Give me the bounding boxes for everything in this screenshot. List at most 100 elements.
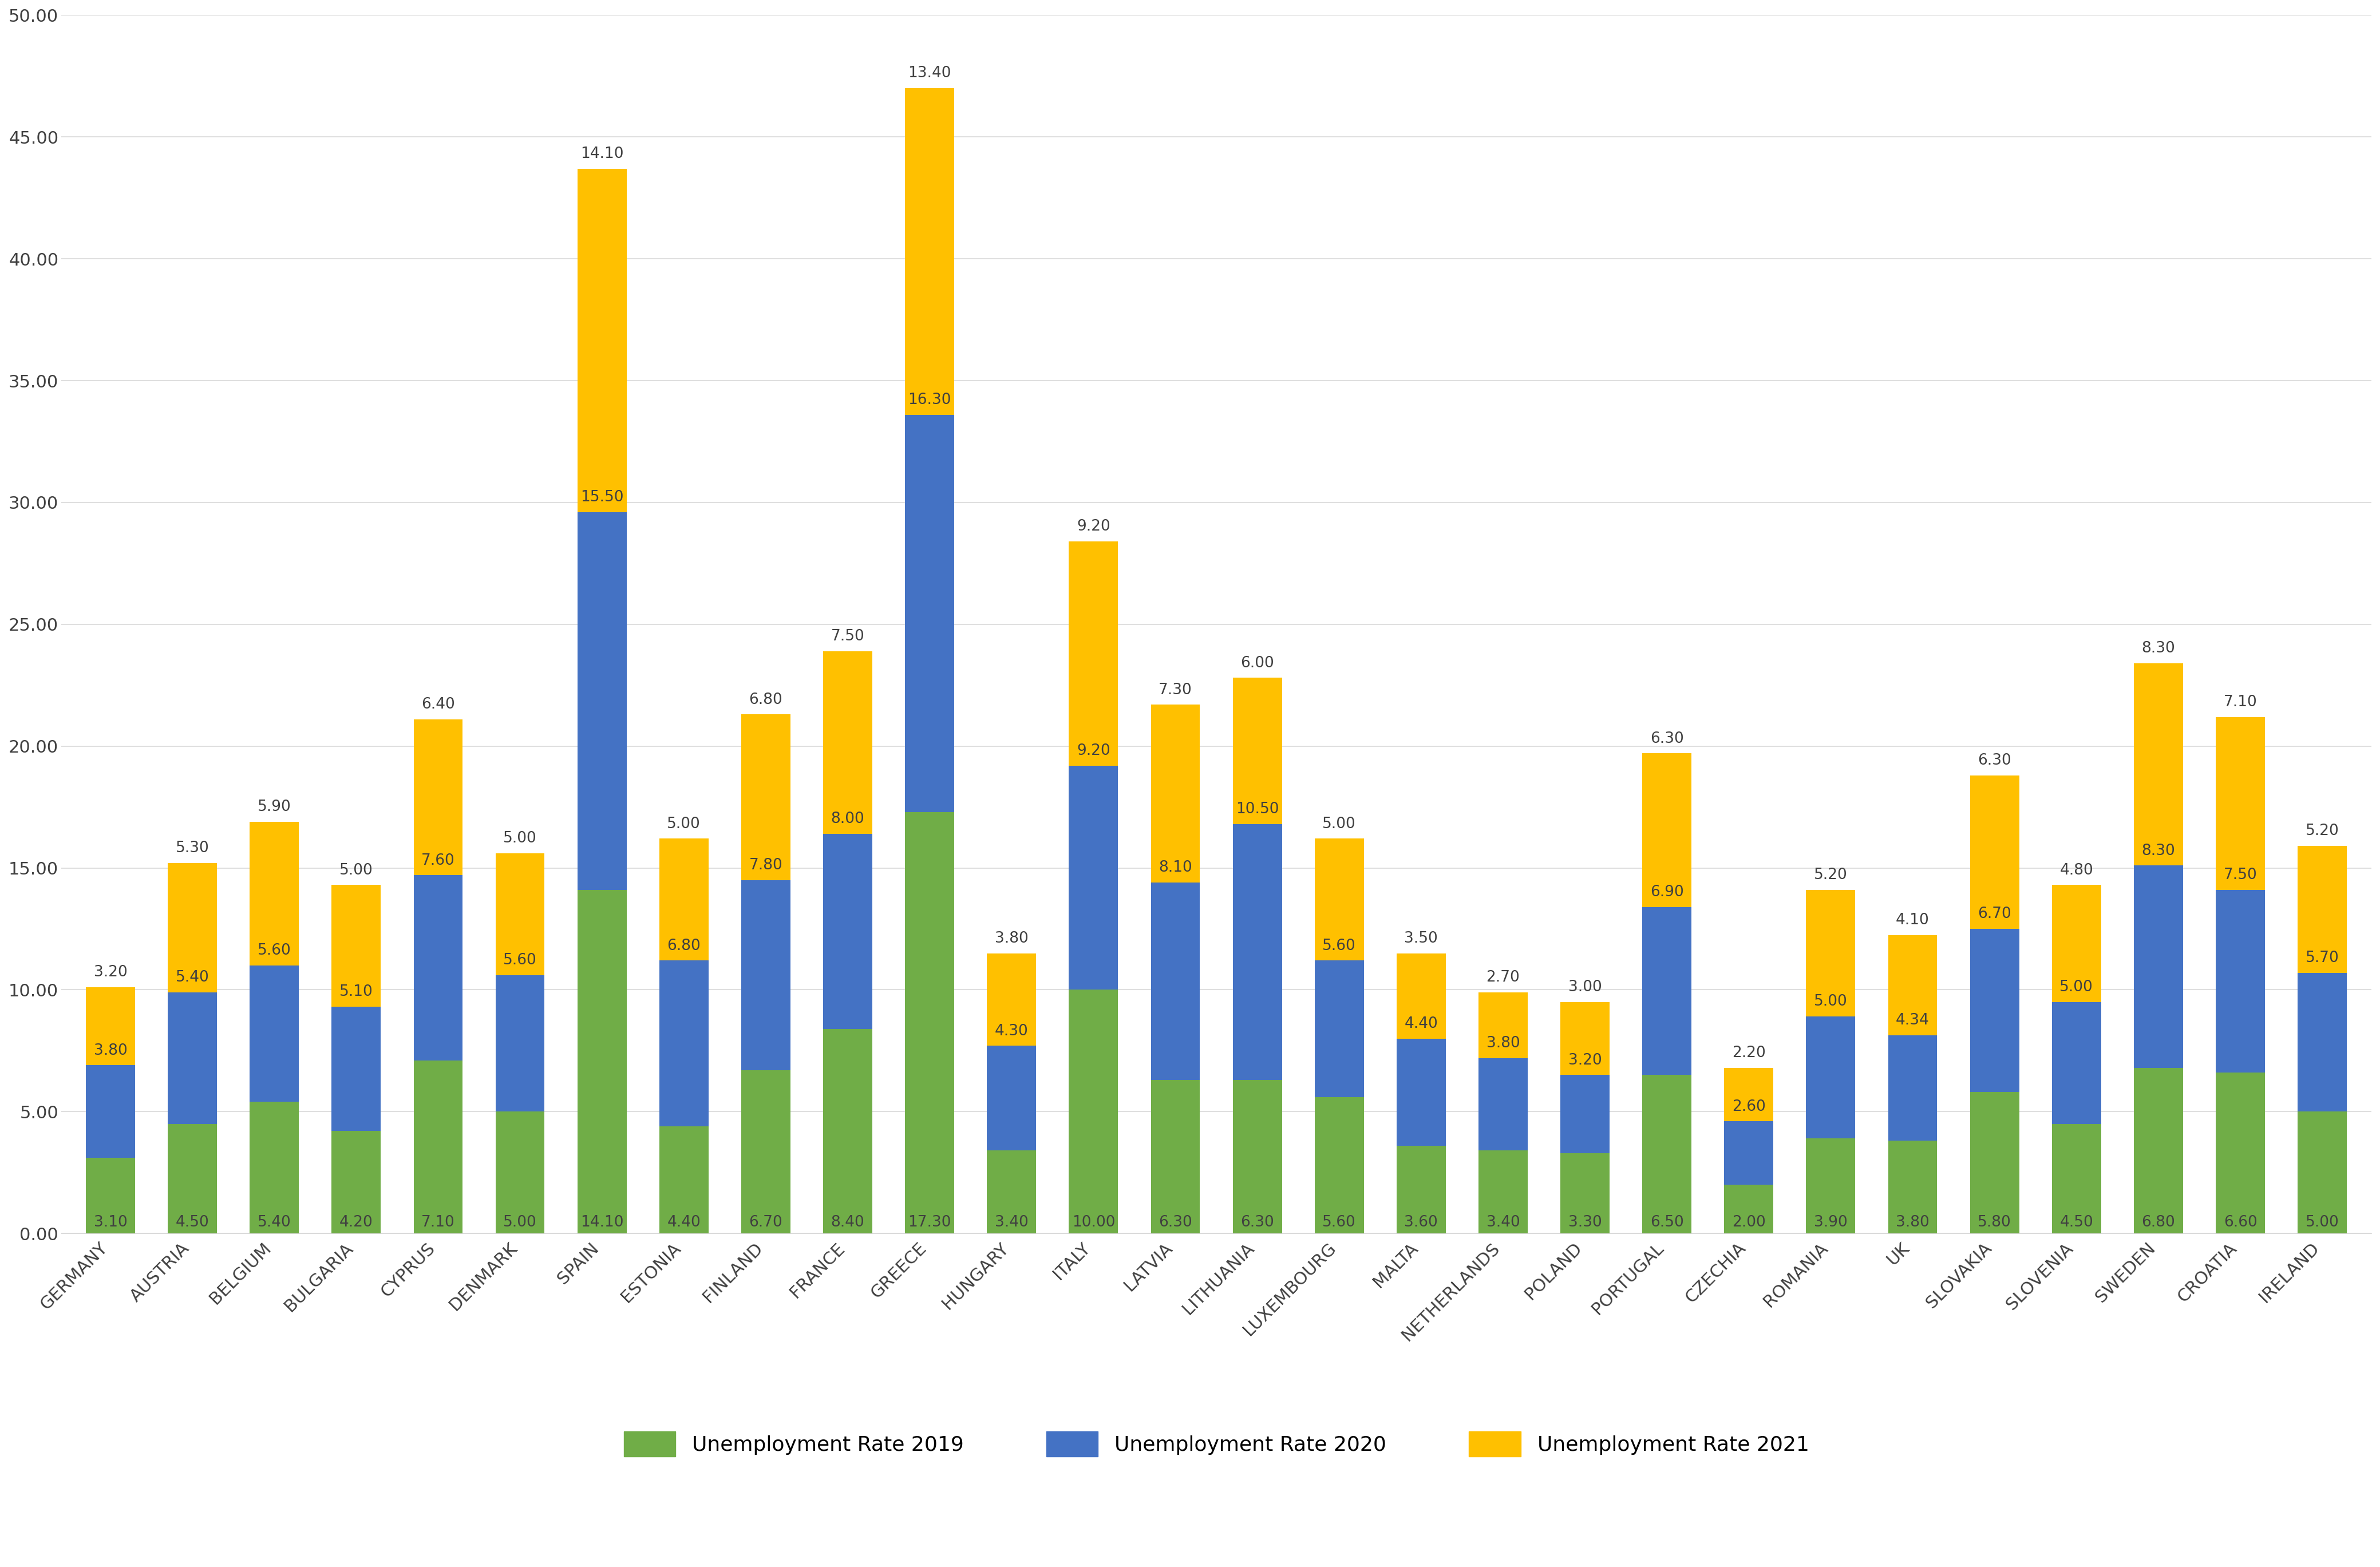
Text: 15.50: 15.50 xyxy=(581,490,624,505)
Text: 5.10: 5.10 xyxy=(340,984,374,1000)
Text: 7.10: 7.10 xyxy=(421,1214,455,1230)
Bar xyxy=(904,88,954,415)
Text: 5.00: 5.00 xyxy=(2059,979,2094,995)
Bar xyxy=(2216,1072,2266,1233)
Bar xyxy=(659,961,709,1127)
Text: 10.00: 10.00 xyxy=(1071,1214,1116,1230)
Text: 3.80: 3.80 xyxy=(995,931,1028,946)
Text: 2.20: 2.20 xyxy=(1733,1045,1766,1061)
Bar xyxy=(988,1045,1035,1150)
Bar xyxy=(1397,1145,1445,1233)
Bar xyxy=(1478,1058,1528,1150)
Bar xyxy=(86,1066,136,1158)
Bar xyxy=(1806,1017,1856,1138)
Bar xyxy=(988,1150,1035,1233)
Bar xyxy=(578,890,626,1233)
Text: 3.80: 3.80 xyxy=(1485,1036,1521,1051)
Text: 7.10: 7.10 xyxy=(2223,694,2256,710)
Text: 6.30: 6.30 xyxy=(1159,1214,1192,1230)
Bar xyxy=(2052,885,2102,1001)
Bar xyxy=(740,715,790,881)
Text: 5.00: 5.00 xyxy=(666,816,700,832)
Text: 3.50: 3.50 xyxy=(1404,931,1438,946)
Bar xyxy=(2135,865,2182,1067)
Bar xyxy=(1971,1092,2018,1233)
Text: 5.00: 5.00 xyxy=(502,1214,538,1230)
Bar xyxy=(1069,542,1119,766)
Bar xyxy=(904,812,954,1233)
Bar xyxy=(169,992,217,1124)
Bar xyxy=(1152,705,1200,882)
Bar xyxy=(2052,1124,2102,1233)
Bar xyxy=(1561,1153,1609,1233)
Bar xyxy=(169,863,217,992)
Text: 7.50: 7.50 xyxy=(2223,868,2256,882)
Bar xyxy=(1806,1138,1856,1233)
Bar xyxy=(904,415,954,812)
Text: 10.50: 10.50 xyxy=(1235,802,1278,816)
Bar xyxy=(1233,679,1283,824)
Bar xyxy=(414,876,462,1061)
Text: 14.10: 14.10 xyxy=(581,1214,624,1230)
Text: 5.00: 5.00 xyxy=(502,831,538,846)
Text: 17.30: 17.30 xyxy=(909,1214,952,1230)
Bar xyxy=(1478,992,1528,1058)
Bar xyxy=(331,885,381,1008)
Bar xyxy=(2216,890,2266,1072)
Bar xyxy=(1314,961,1364,1097)
Bar xyxy=(2297,846,2347,973)
Text: 7.60: 7.60 xyxy=(421,852,455,868)
Text: 4.50: 4.50 xyxy=(176,1214,209,1230)
Text: 4.80: 4.80 xyxy=(2059,863,2094,878)
Bar xyxy=(1152,1080,1200,1233)
Bar xyxy=(2052,1001,2102,1124)
Bar xyxy=(1314,1097,1364,1233)
Text: 3.20: 3.20 xyxy=(93,965,126,979)
Bar xyxy=(1642,907,1692,1075)
Text: 5.60: 5.60 xyxy=(1323,1214,1357,1230)
Text: 5.40: 5.40 xyxy=(176,970,209,986)
Text: 5.20: 5.20 xyxy=(2306,824,2340,838)
Bar xyxy=(2135,663,2182,865)
Text: 5.60: 5.60 xyxy=(502,953,538,968)
Text: 6.70: 6.70 xyxy=(1978,907,2011,921)
Bar xyxy=(578,169,626,512)
Text: 5.20: 5.20 xyxy=(1814,868,1847,882)
Bar xyxy=(86,1158,136,1233)
Bar xyxy=(823,1030,873,1233)
Bar xyxy=(2216,716,2266,890)
Text: 8.30: 8.30 xyxy=(2142,843,2175,859)
Bar xyxy=(495,975,545,1111)
Text: 3.30: 3.30 xyxy=(1568,1214,1602,1230)
Bar xyxy=(495,854,545,975)
Bar xyxy=(578,512,626,890)
Text: 16.30: 16.30 xyxy=(909,393,952,407)
Text: 3.60: 3.60 xyxy=(1404,1214,1438,1230)
Text: 4.20: 4.20 xyxy=(340,1214,374,1230)
Text: 7.30: 7.30 xyxy=(1159,683,1192,697)
Bar xyxy=(1806,890,1856,1017)
Text: 4.50: 4.50 xyxy=(2059,1214,2094,1230)
Bar xyxy=(331,1008,381,1131)
Text: 5.60: 5.60 xyxy=(257,943,290,957)
Bar xyxy=(1642,1075,1692,1233)
Text: 8.30: 8.30 xyxy=(2142,641,2175,657)
Bar xyxy=(1478,1150,1528,1233)
Text: 4.34: 4.34 xyxy=(1897,1012,1930,1028)
Text: 5.70: 5.70 xyxy=(2306,951,2340,965)
Text: 8.00: 8.00 xyxy=(831,812,864,826)
Text: 5.00: 5.00 xyxy=(340,863,374,878)
Bar xyxy=(1069,766,1119,990)
Bar xyxy=(823,834,873,1030)
Text: 3.80: 3.80 xyxy=(1897,1214,1930,1230)
Text: 6.30: 6.30 xyxy=(1978,754,2011,768)
Bar xyxy=(1887,1036,1937,1141)
Bar xyxy=(740,881,790,1070)
Bar xyxy=(414,1061,462,1233)
Text: 8.10: 8.10 xyxy=(1159,860,1192,876)
Bar xyxy=(250,821,300,965)
Bar xyxy=(495,1111,545,1233)
Text: 3.80: 3.80 xyxy=(93,1044,126,1058)
Text: 6.70: 6.70 xyxy=(750,1214,783,1230)
Bar xyxy=(1397,1039,1445,1145)
